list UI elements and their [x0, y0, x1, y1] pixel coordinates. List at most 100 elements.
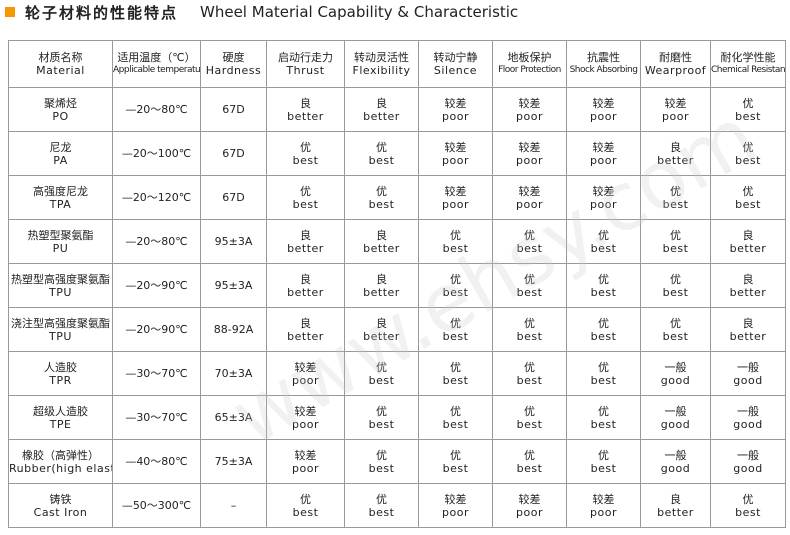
- table-cell: 良 better: [710, 219, 786, 264]
- cell-zh: 优: [300, 140, 311, 154]
- table-cell: 良 better: [266, 87, 345, 132]
- cell-zh: 转动宁静: [433, 51, 478, 64]
- cell-zh: —20～80℃: [125, 235, 188, 248]
- cell-en: Floor Protection: [498, 65, 561, 75]
- cell-zh: 优: [450, 360, 461, 374]
- cell-en: Chemical Resistance: [711, 65, 786, 75]
- table-cell: —40～80℃: [112, 439, 201, 484]
- cell-en: best: [292, 153, 319, 167]
- table-cell: 良 better: [344, 87, 419, 132]
- cell-en: poor: [292, 373, 319, 387]
- cell-zh: 良: [300, 228, 311, 242]
- table-cell: 优 best: [640, 175, 711, 220]
- cell-zh: 人造胶: [44, 360, 77, 374]
- cell-zh: —30～70℃: [125, 367, 188, 380]
- cell-en: best: [516, 241, 543, 255]
- cell-zh: 浇注型高强度聚氨酯: [11, 316, 110, 330]
- cell-zh: 优: [524, 316, 535, 330]
- table-cell: 67D: [200, 87, 267, 132]
- cell-zh: 较差: [444, 492, 467, 506]
- cell-en: poor: [292, 417, 319, 431]
- cell-zh: 优: [376, 184, 387, 198]
- cell-zh: 良: [376, 96, 387, 110]
- cell-zh: 67D: [222, 103, 245, 116]
- cell-en: TPU: [49, 285, 72, 299]
- cell-zh: 良: [670, 140, 681, 154]
- cell-zh: 热塑型高强度聚氨酯: [11, 272, 110, 286]
- table-cell: –: [200, 483, 267, 528]
- table-cell: 一般 good: [710, 351, 786, 396]
- table-cell: 浇注型高强度聚氨酯 TPU: [8, 307, 113, 352]
- table-cell: 优 best: [492, 307, 567, 352]
- table-cell: —30～70℃: [112, 395, 201, 440]
- table-cell: 67D: [200, 175, 267, 220]
- cell-en: Thrust: [286, 64, 325, 77]
- table-cell: 较差 poor: [266, 439, 345, 484]
- cell-zh: 优: [376, 140, 387, 154]
- cell-zh: 95±3A: [214, 235, 253, 248]
- cell-en: best: [516, 285, 543, 299]
- cell-zh: 优: [598, 272, 609, 286]
- table-cell: 优 best: [266, 131, 345, 176]
- cell-zh: 橡胶（高弹性）: [22, 448, 99, 462]
- table-cell: 转动宁静 Silence: [418, 40, 493, 88]
- cell-zh: 铸铁: [49, 492, 72, 506]
- cell-en: poor: [662, 109, 689, 123]
- table-cell: 67D: [200, 131, 267, 176]
- cell-en: poor: [442, 153, 469, 167]
- table-cell: 橡胶（高弹性）Rubber(high elastic): [8, 439, 113, 484]
- table-cell: 优 best: [640, 307, 711, 352]
- cell-zh: 超级人造胶: [33, 404, 88, 418]
- cell-en: best: [292, 505, 319, 519]
- cell-en: good: [733, 461, 763, 475]
- cell-en: best: [590, 373, 617, 387]
- table-cell: 较差 poor: [418, 87, 493, 132]
- table-cell: 优 best: [344, 439, 419, 484]
- cell-en: best: [735, 109, 761, 123]
- cell-en: best: [590, 417, 617, 431]
- table-cell: 较差 poor: [566, 483, 641, 528]
- cell-zh: 良: [300, 316, 311, 330]
- cell-en: better: [287, 285, 324, 299]
- table-cell: 地板保护 Floor Protection: [492, 40, 567, 88]
- table-cell: 良 better: [266, 263, 345, 308]
- table-cell: 超级人造胶 TPE: [8, 395, 113, 440]
- table-cell: 优 best: [266, 483, 345, 528]
- cell-zh: 良: [376, 272, 387, 286]
- cell-en: better: [729, 241, 767, 255]
- cell-en: best: [516, 417, 543, 431]
- cell-zh: 较差: [592, 96, 615, 110]
- cell-zh: 耐磨性: [659, 51, 692, 64]
- cell-en: best: [442, 417, 469, 431]
- cell-en: good: [660, 373, 691, 387]
- cell-zh: 优: [670, 228, 681, 242]
- cell-zh: 75±3A: [214, 455, 253, 468]
- cell-zh: 材质名称: [38, 51, 83, 64]
- table-cell: 88-92A: [200, 307, 267, 352]
- cell-zh: 良: [670, 492, 681, 506]
- table-cell: 优 best: [418, 263, 493, 308]
- cell-zh: 一般: [737, 404, 759, 418]
- table-cell: 优 best: [710, 87, 786, 132]
- table-cell: 优 best: [266, 175, 345, 220]
- cell-zh: 耐化学性能: [720, 51, 776, 64]
- table-cell: 聚烯烃 PO: [8, 87, 113, 132]
- cell-zh: 优: [598, 228, 609, 242]
- table-cell: 较差 poor: [640, 87, 711, 132]
- table-cell: 较差 poor: [492, 483, 567, 528]
- cell-zh: 优: [670, 272, 681, 286]
- table-cell: 优 best: [566, 395, 641, 440]
- table-cell: 较差 poor: [418, 483, 493, 528]
- table-cell: 优 best: [418, 307, 493, 352]
- table-cell: 转动灵活性 Flexibility: [344, 40, 419, 88]
- cell-en: TPE: [49, 417, 72, 431]
- table-row: 聚烯烃 PO —20～80℃ 67D 良 better 良 better 较差 poor 较差 poo…: [8, 87, 786, 132]
- table-cell: —20～120℃: [112, 175, 201, 220]
- header: 轮子材料的性能特点 Wheel Material Capability & Ch…: [5, 1, 518, 23]
- table-cell: 优 best: [344, 175, 419, 220]
- cell-zh: 良: [742, 316, 754, 330]
- table-row: 尼龙 PA —20～100℃ 67D 优 best 优 best 较差 poor 较差 poor 较差 p…: [8, 131, 786, 176]
- table-cell: 较差 poor: [492, 131, 567, 176]
- cell-en: poor: [442, 109, 469, 123]
- table-cell: 优 best: [418, 351, 493, 396]
